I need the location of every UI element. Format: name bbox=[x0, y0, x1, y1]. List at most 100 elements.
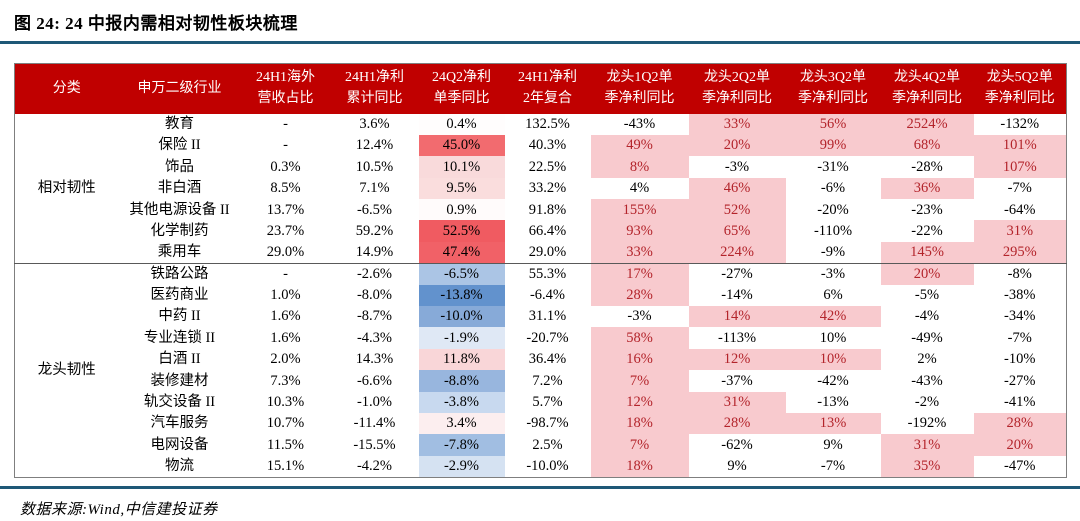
column-header: 24Q2净利 单季同比 bbox=[418, 63, 505, 114]
column-header: 24H1净利 累计同比 bbox=[330, 63, 419, 114]
cell-q2-net-profit-yoy: -6.5% bbox=[418, 262, 505, 285]
cell-industry: 铁路公路 bbox=[118, 262, 241, 285]
cell-leader2-q2-yoy: -62% bbox=[721, 436, 753, 453]
data-source: 数据来源:Wind,中信建投证券 bbox=[20, 502, 218, 518]
cell-q2-net-profit-yoy: -7.8% bbox=[418, 434, 505, 456]
cell-q2-net-profit-yoy: 45.0% bbox=[418, 134, 505, 157]
cell-leader1-q2-yoy: 16% bbox=[590, 348, 689, 371]
cell-leader5-q2-yoy: -132% bbox=[1000, 115, 1040, 132]
table-body: 相对韧性 教育 -3.6% 0.4% 132.5% -43% 33% 56% 2524% -132… bbox=[14, 113, 1067, 478]
group-label: 龙头韧性 bbox=[14, 262, 119, 478]
cell-leader5-q2-yoy: 20% bbox=[973, 434, 1067, 456]
report-figure-page: 图 24: 24 中报内需相对韧性板块梳理 分类 申万二级行业 24H1海外 营收占… bbox=[0, 9, 1080, 521]
cell-leader1-q2-yoy: 155% bbox=[590, 199, 689, 221]
cell-leader5-q2-yoy: -7% bbox=[1007, 180, 1032, 197]
resilience-table: 分类 申万二级行业 24H1海外 营收占比 24H1净利 累计同比 24Q2净利 单季同… bbox=[14, 63, 1067, 478]
cell-leader2-q2-yoy: 224% bbox=[688, 241, 786, 264]
cell-leader5-q2-yoy: 28% bbox=[973, 412, 1067, 435]
table-row: 轨交设备 II 10.3% -1.0% -3.8% 5.7% 12% 31% -13% -2% -… bbox=[15, 391, 1067, 413]
cell-leader5-q2-yoy: 31% bbox=[973, 220, 1067, 242]
cell-leader3-q2-yoy: -3% bbox=[785, 262, 881, 285]
cell-leader2-q2-yoy: 33% bbox=[688, 113, 786, 135]
cell-leader1-q2-yoy: 7% bbox=[590, 370, 689, 392]
cell-industry: 乘用车 bbox=[157, 244, 202, 261]
cell-leader5-q2-yoy: -27% bbox=[1004, 372, 1036, 389]
cell-overseas-revenue-share: 0.3% bbox=[270, 158, 301, 175]
cell-leader5-q2-yoy: -41% bbox=[1004, 394, 1036, 411]
cell-leader3-q2-yoy: -110% bbox=[813, 222, 853, 239]
cell-leader2-q2-yoy: 9% bbox=[727, 457, 747, 474]
table-row: 中药 II 1.6% -8.7% -10.0% 31.1% -3% 14% 42% -4% -34… bbox=[15, 306, 1067, 328]
cell-q2-net-profit-yoy: -2.9% bbox=[418, 455, 505, 478]
cell-leader1-q2-yoy: 4% bbox=[629, 180, 650, 197]
cell-leader2-q2-yoy: 31% bbox=[688, 391, 786, 413]
cell-overseas-revenue-share: 1.6% bbox=[270, 329, 301, 346]
cell-2yr-compound: 91.8% bbox=[528, 201, 567, 218]
cell-leader4-q2-yoy: -43% bbox=[911, 372, 943, 389]
cell-leader2-q2-yoy: 28% bbox=[688, 412, 786, 435]
cell-q2-net-profit-yoy: -13.8% bbox=[418, 284, 505, 307]
cell-q2-net-profit-yoy: 11.8% bbox=[418, 348, 505, 371]
cell-2yr-compound: 7.2% bbox=[532, 372, 563, 389]
cell-leader4-q2-yoy: 31% bbox=[880, 434, 974, 456]
cell-leader4-q2-yoy: 35% bbox=[880, 455, 974, 478]
table-row: 白酒 II 2.0% 14.3% 11.8% 36.4% 16% 12% 10% 2% -10% bbox=[15, 348, 1067, 371]
cell-leader3-q2-yoy: -42% bbox=[817, 372, 849, 389]
table-row: 乘用车 29.0% 14.9% 47.4% 29.0% 33% 224% -9% 145% 295… bbox=[15, 241, 1067, 264]
cell-overseas-revenue-share: 10.3% bbox=[266, 394, 305, 411]
cell-h1-net-profit-yoy: 3.6% bbox=[359, 115, 390, 132]
column-header: 龙头4Q2单 季净利同比 bbox=[880, 63, 974, 114]
table-row: 非白酒 8.5% 7.1% 9.5% 33.2% 4% 46% -6% 36% -7% bbox=[15, 177, 1067, 200]
cell-h1-net-profit-yoy: 14.3% bbox=[355, 351, 394, 368]
table-row: 汽车服务 10.7% -11.4% 3.4% -98.7% 18% 28% 13% -192% 2… bbox=[15, 412, 1067, 435]
column-header: 龙头3Q2单 季净利同比 bbox=[785, 63, 881, 114]
cell-q2-net-profit-yoy: 47.4% bbox=[418, 241, 505, 264]
cell-leader4-q2-yoy: -2% bbox=[914, 394, 940, 411]
column-header: 24H1海外 营收占比 bbox=[240, 63, 331, 114]
table-row: 化学制药 23.7% 59.2% 52.5% 66.4% 93% 65% -110% -22% 3… bbox=[15, 220, 1067, 242]
column-header: 龙头2Q2单 季净利同比 bbox=[688, 63, 786, 114]
cell-leader3-q2-yoy: 9% bbox=[823, 436, 843, 453]
cell-2yr-compound: 66.4% bbox=[528, 222, 567, 239]
cell-leader5-q2-yoy: -8% bbox=[973, 262, 1067, 285]
cell-leader1-q2-yoy: 8% bbox=[590, 156, 689, 178]
cell-leader1-q2-yoy: 33% bbox=[590, 241, 689, 264]
cell-2yr-compound: 29.0% bbox=[528, 244, 567, 261]
cell-industry: 化学制药 bbox=[150, 222, 209, 239]
table-container: 分类 申万二级行业 24H1海外 营收占比 24H1净利 累计同比 24Q2净利 单季同… bbox=[14, 63, 1067, 478]
cell-leader1-q2-yoy: 28% bbox=[590, 284, 689, 307]
cell-h1-net-profit-yoy: 12.4% bbox=[355, 137, 394, 154]
cell-q2-net-profit-yoy: 52.5% bbox=[418, 220, 505, 242]
cell-leader3-q2-yoy: 10% bbox=[785, 348, 881, 371]
cell-leader1-q2-yoy: 12% bbox=[590, 391, 689, 413]
cell-2yr-compound: 132.5% bbox=[525, 115, 570, 132]
cell-leader1-q2-yoy: 18% bbox=[590, 412, 689, 435]
cell-industry: 装修建材 bbox=[150, 372, 209, 389]
cell-leader5-q2-yoy: -34% bbox=[1004, 308, 1036, 325]
cell-2yr-compound: 36.4% bbox=[528, 351, 567, 368]
cell-leader4-q2-yoy: -23% bbox=[911, 201, 943, 218]
cell-leader2-q2-yoy: 52% bbox=[688, 199, 786, 221]
cell-q2-net-profit-yoy: 10.1% bbox=[418, 156, 505, 178]
table-row: 相对韧性 教育 - 3.6% 0.4% 132.5% -43% 33% 56% 2524% -132… bbox=[15, 113, 1067, 195]
cell-h1-net-profit-yoy: -11.4% bbox=[353, 415, 396, 432]
cell-leader3-q2-yoy: -13% bbox=[817, 394, 849, 411]
cell-industry: 电网设备 bbox=[150, 436, 209, 453]
cell-leader3-q2-yoy: -20% bbox=[817, 201, 849, 218]
cell-2yr-compound: -10.0% bbox=[526, 457, 569, 474]
cell-overseas-revenue-share: - bbox=[283, 137, 288, 154]
table-row: 饰品 0.3% 10.5% 10.1% 22.5% 8% -3% -31% -28% 107% bbox=[15, 156, 1067, 178]
cell-q2-net-profit-yoy: -3.8% bbox=[418, 391, 505, 413]
cell-q2-net-profit-yoy: 9.5% bbox=[418, 177, 505, 200]
cell-leader4-q2-yoy: 145% bbox=[880, 241, 974, 264]
cell-leader1-q2-yoy: -43% bbox=[623, 115, 656, 132]
cell-industry: 中药 II bbox=[158, 308, 201, 325]
cell-h1-net-profit-yoy: -6.6% bbox=[356, 372, 393, 389]
cell-leader1-q2-yoy: 58% bbox=[590, 327, 689, 349]
footer-divider-rule bbox=[0, 486, 1080, 489]
cell-h1-net-profit-yoy: 59.2% bbox=[355, 222, 394, 239]
cell-2yr-compound: 31.1% bbox=[528, 308, 567, 325]
column-header: 申万二级行业 bbox=[118, 63, 241, 114]
cell-industry: 物流 bbox=[165, 457, 194, 474]
cell-leader2-q2-yoy: 65% bbox=[688, 220, 786, 242]
